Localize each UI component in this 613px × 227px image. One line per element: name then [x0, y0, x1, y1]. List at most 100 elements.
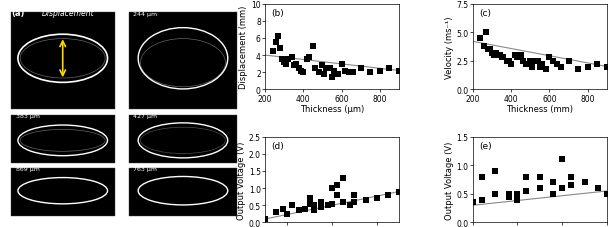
Point: [557, 158, 567, 162]
Point: [272, 210, 281, 214]
Point: [394, 69, 404, 73]
Point: [512, 192, 522, 196]
Point: [522, 175, 531, 179]
Y-axis label: Velocity (ms⁻¹): Velocity (ms⁻¹): [445, 16, 454, 78]
Y-axis label: Output Voltage (V): Output Voltage (V): [237, 141, 246, 219]
Point: [349, 193, 359, 197]
FancyBboxPatch shape: [11, 168, 115, 216]
Point: [384, 67, 394, 70]
Text: 763 μm: 763 μm: [134, 166, 158, 171]
Point: [479, 45, 489, 49]
Point: [260, 217, 270, 221]
Point: [503, 60, 512, 63]
Point: [522, 189, 531, 193]
Point: [365, 71, 375, 75]
Point: [522, 63, 531, 67]
Point: [338, 176, 348, 180]
Point: [305, 202, 314, 205]
Text: (d): (d): [272, 141, 284, 150]
Point: [490, 169, 500, 173]
Point: [518, 60, 528, 63]
Point: [348, 71, 358, 75]
Point: [295, 67, 305, 70]
Point: [309, 209, 319, 212]
Point: [287, 204, 297, 207]
Point: [592, 63, 602, 67]
Text: 427 μm: 427 μm: [134, 114, 158, 119]
Point: [483, 48, 493, 52]
Y-axis label: Output Voltage (V): Output Voltage (V): [445, 141, 454, 219]
Point: [504, 192, 514, 196]
FancyBboxPatch shape: [129, 13, 237, 109]
Point: [491, 52, 501, 55]
Point: [495, 54, 504, 58]
Text: 383 μm: 383 μm: [15, 114, 40, 119]
Point: [332, 183, 341, 187]
Point: [477, 198, 487, 202]
Point: [273, 35, 283, 39]
Point: [289, 64, 299, 68]
Point: [566, 184, 576, 187]
X-axis label: Thickness (μm): Thickness (μm): [300, 104, 364, 114]
Point: [602, 192, 612, 196]
FancyBboxPatch shape: [11, 116, 115, 164]
Point: [304, 56, 314, 59]
Point: [309, 204, 319, 207]
Text: 869 μm: 869 μm: [15, 166, 39, 171]
Point: [278, 207, 287, 211]
Point: [549, 181, 558, 184]
Point: [383, 193, 393, 197]
Point: [314, 71, 324, 75]
Point: [580, 181, 590, 184]
Point: [489, 54, 499, 58]
Point: [305, 197, 314, 200]
FancyBboxPatch shape: [11, 13, 115, 109]
Point: [372, 197, 382, 200]
Point: [277, 58, 287, 62]
Y-axis label: Displacement (mm): Displacement (mm): [240, 6, 248, 89]
Point: [487, 52, 497, 55]
Point: [375, 69, 385, 73]
Point: [329, 69, 339, 73]
Point: [476, 37, 485, 41]
Point: [544, 56, 554, 60]
Text: 244 μm: 244 μm: [134, 11, 158, 16]
Point: [512, 198, 522, 202]
Point: [349, 200, 359, 204]
Point: [299, 71, 308, 75]
Point: [283, 212, 292, 216]
Point: [580, 181, 590, 184]
Point: [291, 63, 300, 66]
Point: [327, 202, 337, 205]
Point: [394, 190, 404, 193]
Point: [281, 63, 291, 66]
Point: [527, 65, 537, 69]
Text: (c): (c): [479, 9, 492, 18]
FancyBboxPatch shape: [129, 168, 237, 216]
Text: (a): (a): [11, 9, 25, 18]
Point: [345, 71, 354, 75]
Point: [310, 67, 320, 70]
Point: [316, 200, 326, 204]
Point: [537, 63, 547, 67]
Point: [498, 56, 508, 60]
Point: [302, 58, 312, 62]
Text: (b): (b): [272, 9, 284, 18]
Point: [332, 193, 341, 197]
Point: [497, 56, 506, 60]
Point: [566, 175, 576, 179]
Point: [341, 69, 351, 73]
Point: [356, 67, 366, 70]
Point: [506, 63, 516, 67]
Point: [319, 73, 329, 76]
Point: [360, 198, 370, 202]
Point: [564, 60, 574, 63]
Point: [468, 201, 478, 204]
Point: [529, 60, 539, 63]
Point: [510, 54, 520, 58]
Point: [549, 60, 558, 63]
Point: [327, 186, 337, 190]
Point: [535, 175, 545, 179]
Point: [556, 65, 566, 69]
Point: [294, 209, 303, 212]
